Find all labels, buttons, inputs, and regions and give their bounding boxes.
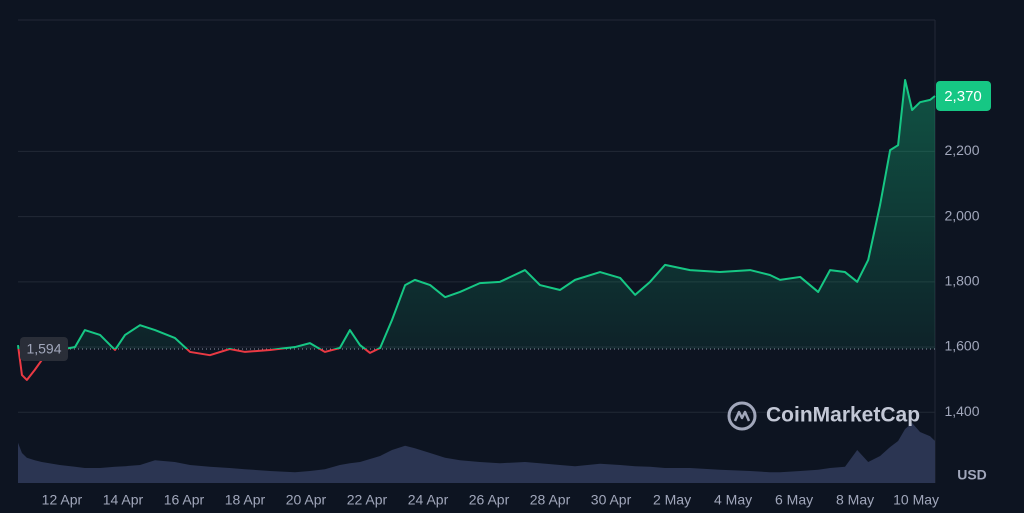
x-tick-label: 28 Apr <box>530 492 571 508</box>
x-tick-label: 16 Apr <box>164 492 205 508</box>
x-tick-label: 20 Apr <box>286 492 327 508</box>
y-tick-label: 2,000 <box>944 207 979 223</box>
watermark-text: CoinMarketCap <box>766 404 920 427</box>
y-tick-label: 1,800 <box>944 273 979 289</box>
x-tick-label: 8 May <box>836 492 874 508</box>
currency-label: USD <box>957 467 987 483</box>
x-tick-label: 14 Apr <box>103 492 144 508</box>
price-area <box>18 79 935 349</box>
volume-area <box>18 423 935 483</box>
watermark: CoinMarketCap <box>727 401 920 431</box>
x-tick-label: 10 May <box>893 492 939 508</box>
baseline-label-box <box>20 336 68 361</box>
y-tick-label: 1,600 <box>944 338 979 354</box>
x-tick-label: 6 May <box>775 492 813 508</box>
baseline-label: 1,594 <box>26 341 61 357</box>
y-tick-label: 1,400 <box>944 403 979 419</box>
x-tick-label: 24 Apr <box>408 492 449 508</box>
x-tick-label: 26 Apr <box>469 492 510 508</box>
x-tick-label: 12 Apr <box>42 492 83 508</box>
x-tick-label: 2 May <box>653 492 691 508</box>
x-tick-label: 18 Apr <box>225 492 266 508</box>
price-line <box>17 78 936 381</box>
x-tick-label: 30 Apr <box>591 492 632 508</box>
last-price-label: 2,370 <box>944 88 982 105</box>
x-tick-label: 4 May <box>714 492 752 508</box>
x-tick-label: 22 Apr <box>347 492 388 508</box>
last-price-box <box>936 80 991 111</box>
y-tick-label: 2,200 <box>944 142 979 158</box>
